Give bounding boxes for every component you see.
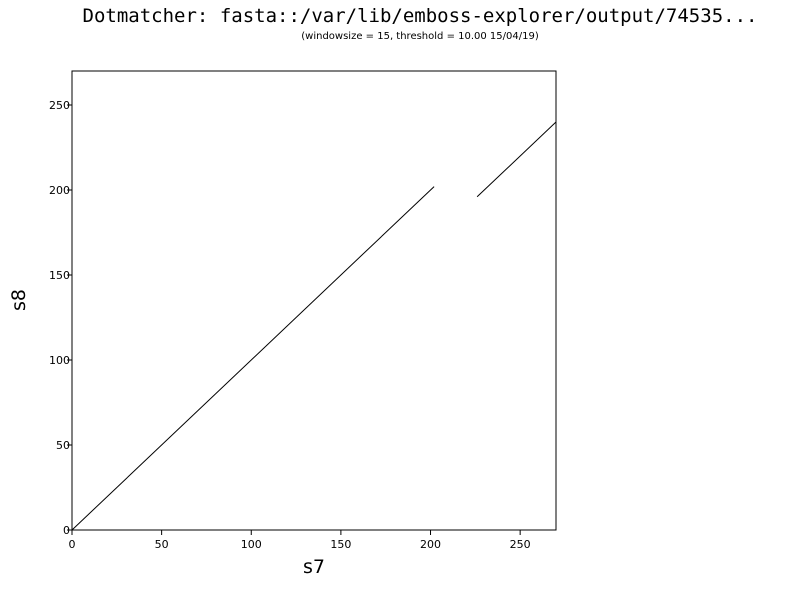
x-tick-label: 150 — [330, 538, 351, 551]
x-tick-label: 100 — [241, 538, 262, 551]
x-axis-ticks: 0 50 100 150 200 250 — [69, 530, 531, 551]
y-tick-label: 100 — [49, 354, 70, 367]
plot-frame — [71, 70, 557, 531]
plot-title: Dotmatcher: fasta::/var/lib/emboss-explo… — [83, 5, 758, 27]
y-axis-ticks: 0 50 100 150 200 250 — [49, 99, 72, 537]
y-tick-label: 50 — [56, 439, 70, 452]
y-tick-label: 200 — [49, 184, 70, 197]
y-tick-label: 250 — [49, 99, 70, 112]
x-tick-label: 200 — [420, 538, 441, 551]
match-lines — [71, 121, 557, 531]
x-axis-label: s7 — [303, 556, 325, 578]
x-tick-label: 250 — [510, 538, 531, 551]
match-diagonal-2 — [476, 121, 557, 198]
x-tick-label: 0 — [69, 538, 76, 551]
y-axis-label: s8 — [8, 289, 30, 311]
y-tick-label: 150 — [49, 269, 70, 282]
x-tick-label: 50 — [155, 538, 169, 551]
plot-subtitle: (windowsize = 15, threshold = 10.00 15/0… — [301, 31, 539, 42]
y-tick-label: 0 — [63, 524, 70, 537]
match-diagonal-1 — [71, 186, 435, 531]
